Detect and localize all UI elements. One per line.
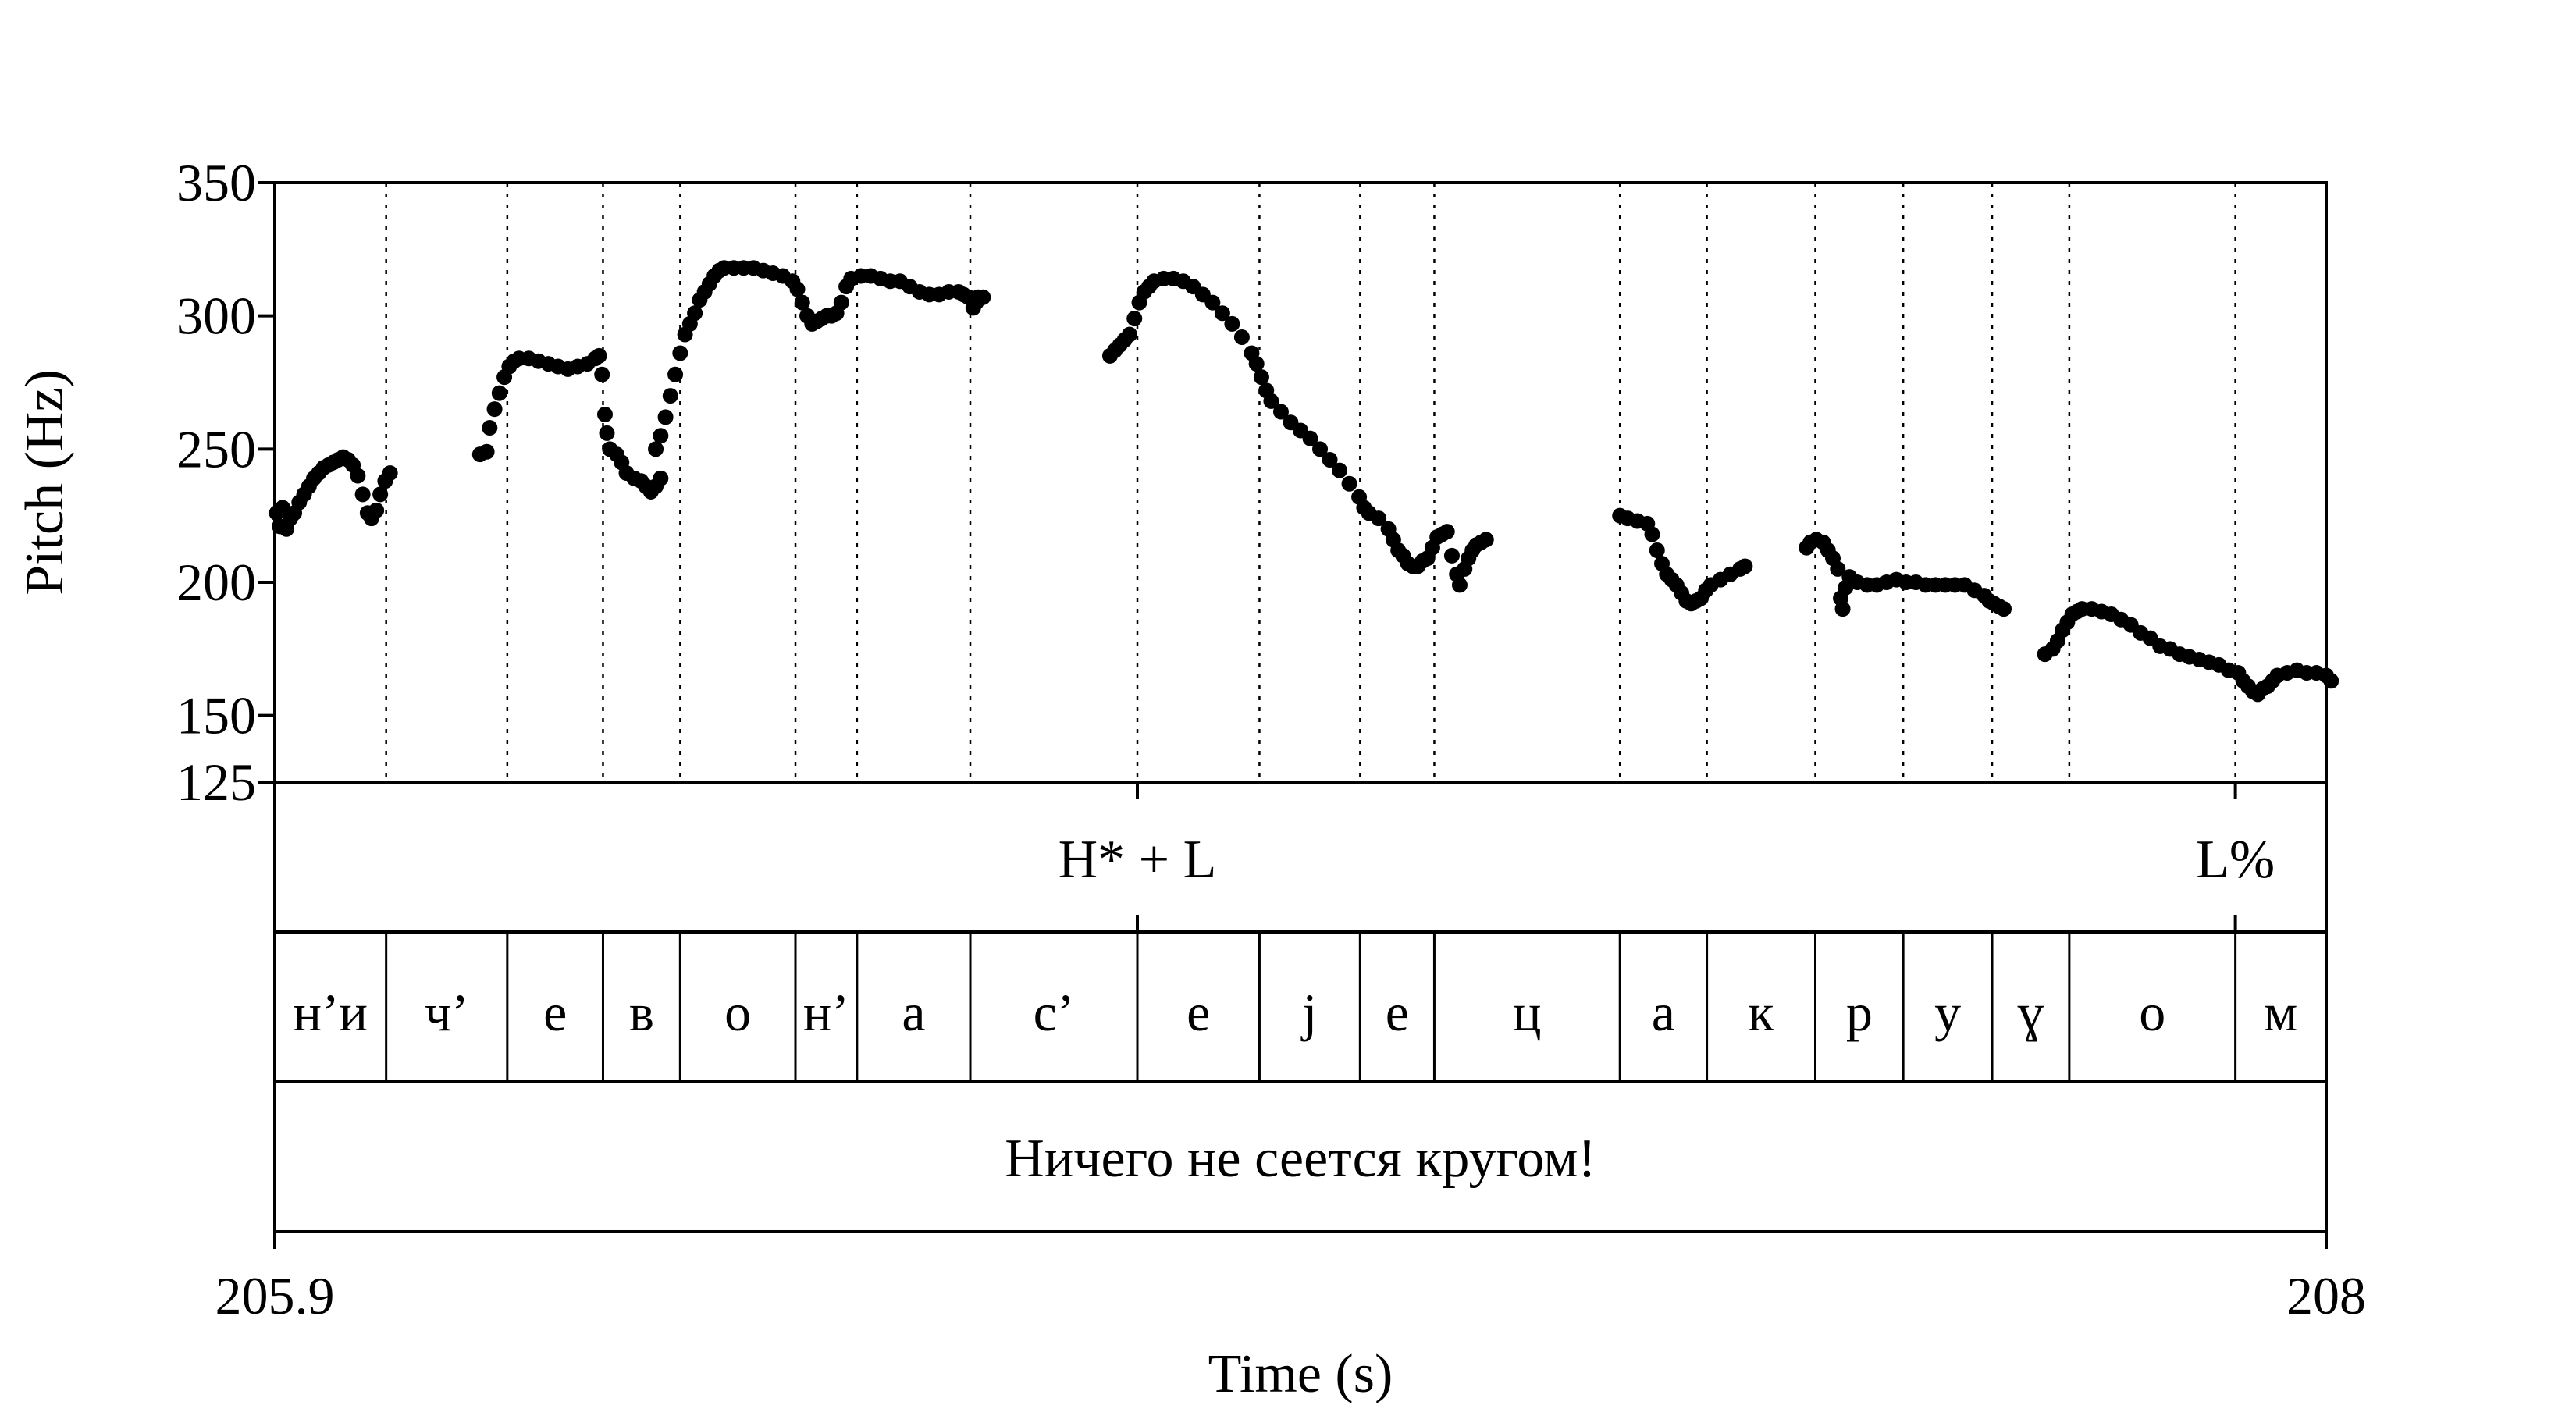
pitch-points [269, 260, 2339, 702]
segment-label: в [629, 983, 654, 1042]
pitch-point [382, 465, 398, 482]
segment-label: у [1934, 983, 1961, 1042]
pitch-point [1122, 326, 1137, 343]
y-tick-label: 125 [176, 752, 256, 812]
pitch-point [1649, 542, 1665, 559]
segment-tier-boundaries [385, 932, 2237, 1082]
tone-tier [273, 781, 2328, 934]
tone-marks: H* + L L% [1059, 782, 2275, 932]
pitch-point [1443, 547, 1460, 564]
x-tick-label-end: 208 [2286, 1266, 2366, 1325]
pitch-point [672, 345, 688, 361]
pitch-point [1253, 369, 1269, 386]
pitch-point [687, 305, 703, 322]
y-axis: 125 150 200 250 300 350 [176, 153, 275, 812]
pitch-point [1439, 524, 1455, 540]
pitch-point [1263, 393, 1279, 409]
tone-label: L% [2196, 830, 2275, 890]
sentence-tier [273, 1080, 2328, 1233]
segment-label: с’ [1034, 983, 1075, 1042]
pitch-point [368, 502, 385, 518]
segment-label: к [1749, 983, 1775, 1042]
pitch-point [354, 486, 371, 503]
segment-label: ц [1513, 983, 1541, 1042]
segment-label: е [543, 983, 567, 1042]
pitch-point [1248, 356, 1265, 372]
y-axis-title: Pitch (Hz) [15, 369, 75, 596]
segment-label: о [724, 983, 751, 1042]
sentence-text: Ничего не сеется кругом! [1005, 1129, 1596, 1189]
pitch-point [372, 486, 389, 503]
pitch-point [1233, 329, 1250, 345]
pitch-point [1224, 315, 1240, 332]
pitch-point [667, 366, 684, 382]
pitch-point [599, 425, 615, 441]
plot-frame [273, 181, 2328, 784]
pitch-point [1830, 560, 1846, 577]
segment-label: а [1652, 983, 1675, 1042]
pitch-point [486, 401, 503, 418]
segment-label: н’ [803, 983, 849, 1042]
pitch-point [1371, 510, 1387, 527]
pitch-point [1451, 577, 1468, 593]
pitch-point [1644, 526, 1660, 542]
pitch-point [1322, 451, 1338, 468]
pitch-point [833, 294, 849, 311]
pitch-point [591, 347, 607, 364]
pitch-point [594, 366, 610, 382]
segment-label: о [2139, 983, 2165, 1042]
pitch-point [794, 294, 810, 311]
pitch-point [1478, 532, 1494, 548]
pitch-point [653, 428, 669, 444]
pitch-point [789, 281, 806, 297]
y-tick-label: 300 [176, 286, 256, 346]
pitch-point [648, 441, 664, 457]
pitch-point [662, 388, 678, 404]
segment-label: р [1846, 983, 1873, 1042]
pitch-point [1332, 462, 1348, 478]
pitch-point [350, 468, 366, 484]
segment-label: е [1386, 983, 1409, 1042]
pitch-point [1302, 430, 1318, 446]
pitch-point [596, 406, 613, 422]
pitch-point [1312, 441, 1329, 457]
pitch-point [1214, 305, 1230, 322]
pitch-point [1126, 311, 1143, 327]
x-axis-title: Time (s) [1208, 1344, 1393, 1404]
y-tick-label: 250 [176, 419, 256, 478]
pitch-point [1272, 404, 1289, 420]
segment-label: ч’ [425, 983, 469, 1042]
y-tick-label: 350 [176, 153, 256, 212]
segment-label: а [902, 983, 925, 1042]
segment-label: м [2264, 983, 2297, 1042]
pitch-point [1996, 601, 2012, 617]
pitch-point [975, 289, 991, 305]
pitch-point [479, 443, 495, 460]
segment-label: ɣ [2017, 983, 2044, 1042]
y-tick-label: 150 [176, 686, 256, 745]
pitch-point [1737, 558, 1753, 574]
segment-label: е [1187, 983, 1210, 1042]
pitch-point [1834, 601, 1851, 617]
pitch-point [1204, 294, 1221, 311]
segment-labels: н’и ч’ е в о н’ а с’ е ј е ц а к р у ɣ о м [294, 983, 2298, 1042]
y-tick-label: 200 [176, 553, 256, 612]
x-tick-label-start: 205.9 [215, 1266, 335, 1325]
segment-label: ј [1300, 983, 1317, 1042]
segment-label: н’и [294, 983, 368, 1042]
pitch-point [1341, 475, 1357, 492]
segment-grid [385, 183, 2236, 782]
pitch-point [653, 470, 669, 486]
tone-label: H* + L [1059, 830, 1217, 890]
pitch-point [657, 409, 674, 425]
pitch-point [482, 420, 498, 436]
pitch-point [491, 385, 507, 401]
